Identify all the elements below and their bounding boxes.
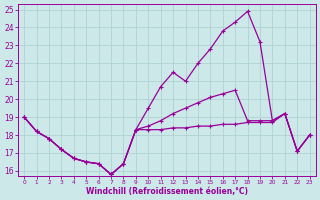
X-axis label: Windchill (Refroidissement éolien,°C): Windchill (Refroidissement éolien,°C) xyxy=(86,187,248,196)
